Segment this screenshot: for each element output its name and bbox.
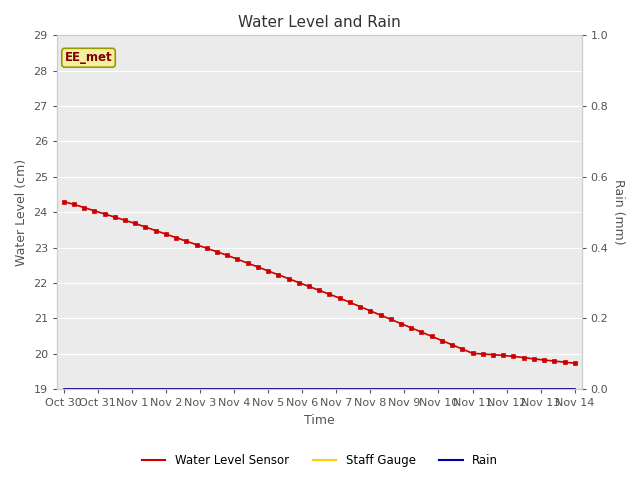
Y-axis label: Water Level (cm): Water Level (cm) <box>15 158 28 266</box>
Legend: Water Level Sensor, Staff Gauge, Rain: Water Level Sensor, Staff Gauge, Rain <box>137 449 503 472</box>
Text: EE_met: EE_met <box>65 51 113 64</box>
Y-axis label: Rain (mm): Rain (mm) <box>612 180 625 245</box>
X-axis label: Time: Time <box>304 414 335 427</box>
Title: Water Level and Rain: Water Level and Rain <box>238 15 401 30</box>
